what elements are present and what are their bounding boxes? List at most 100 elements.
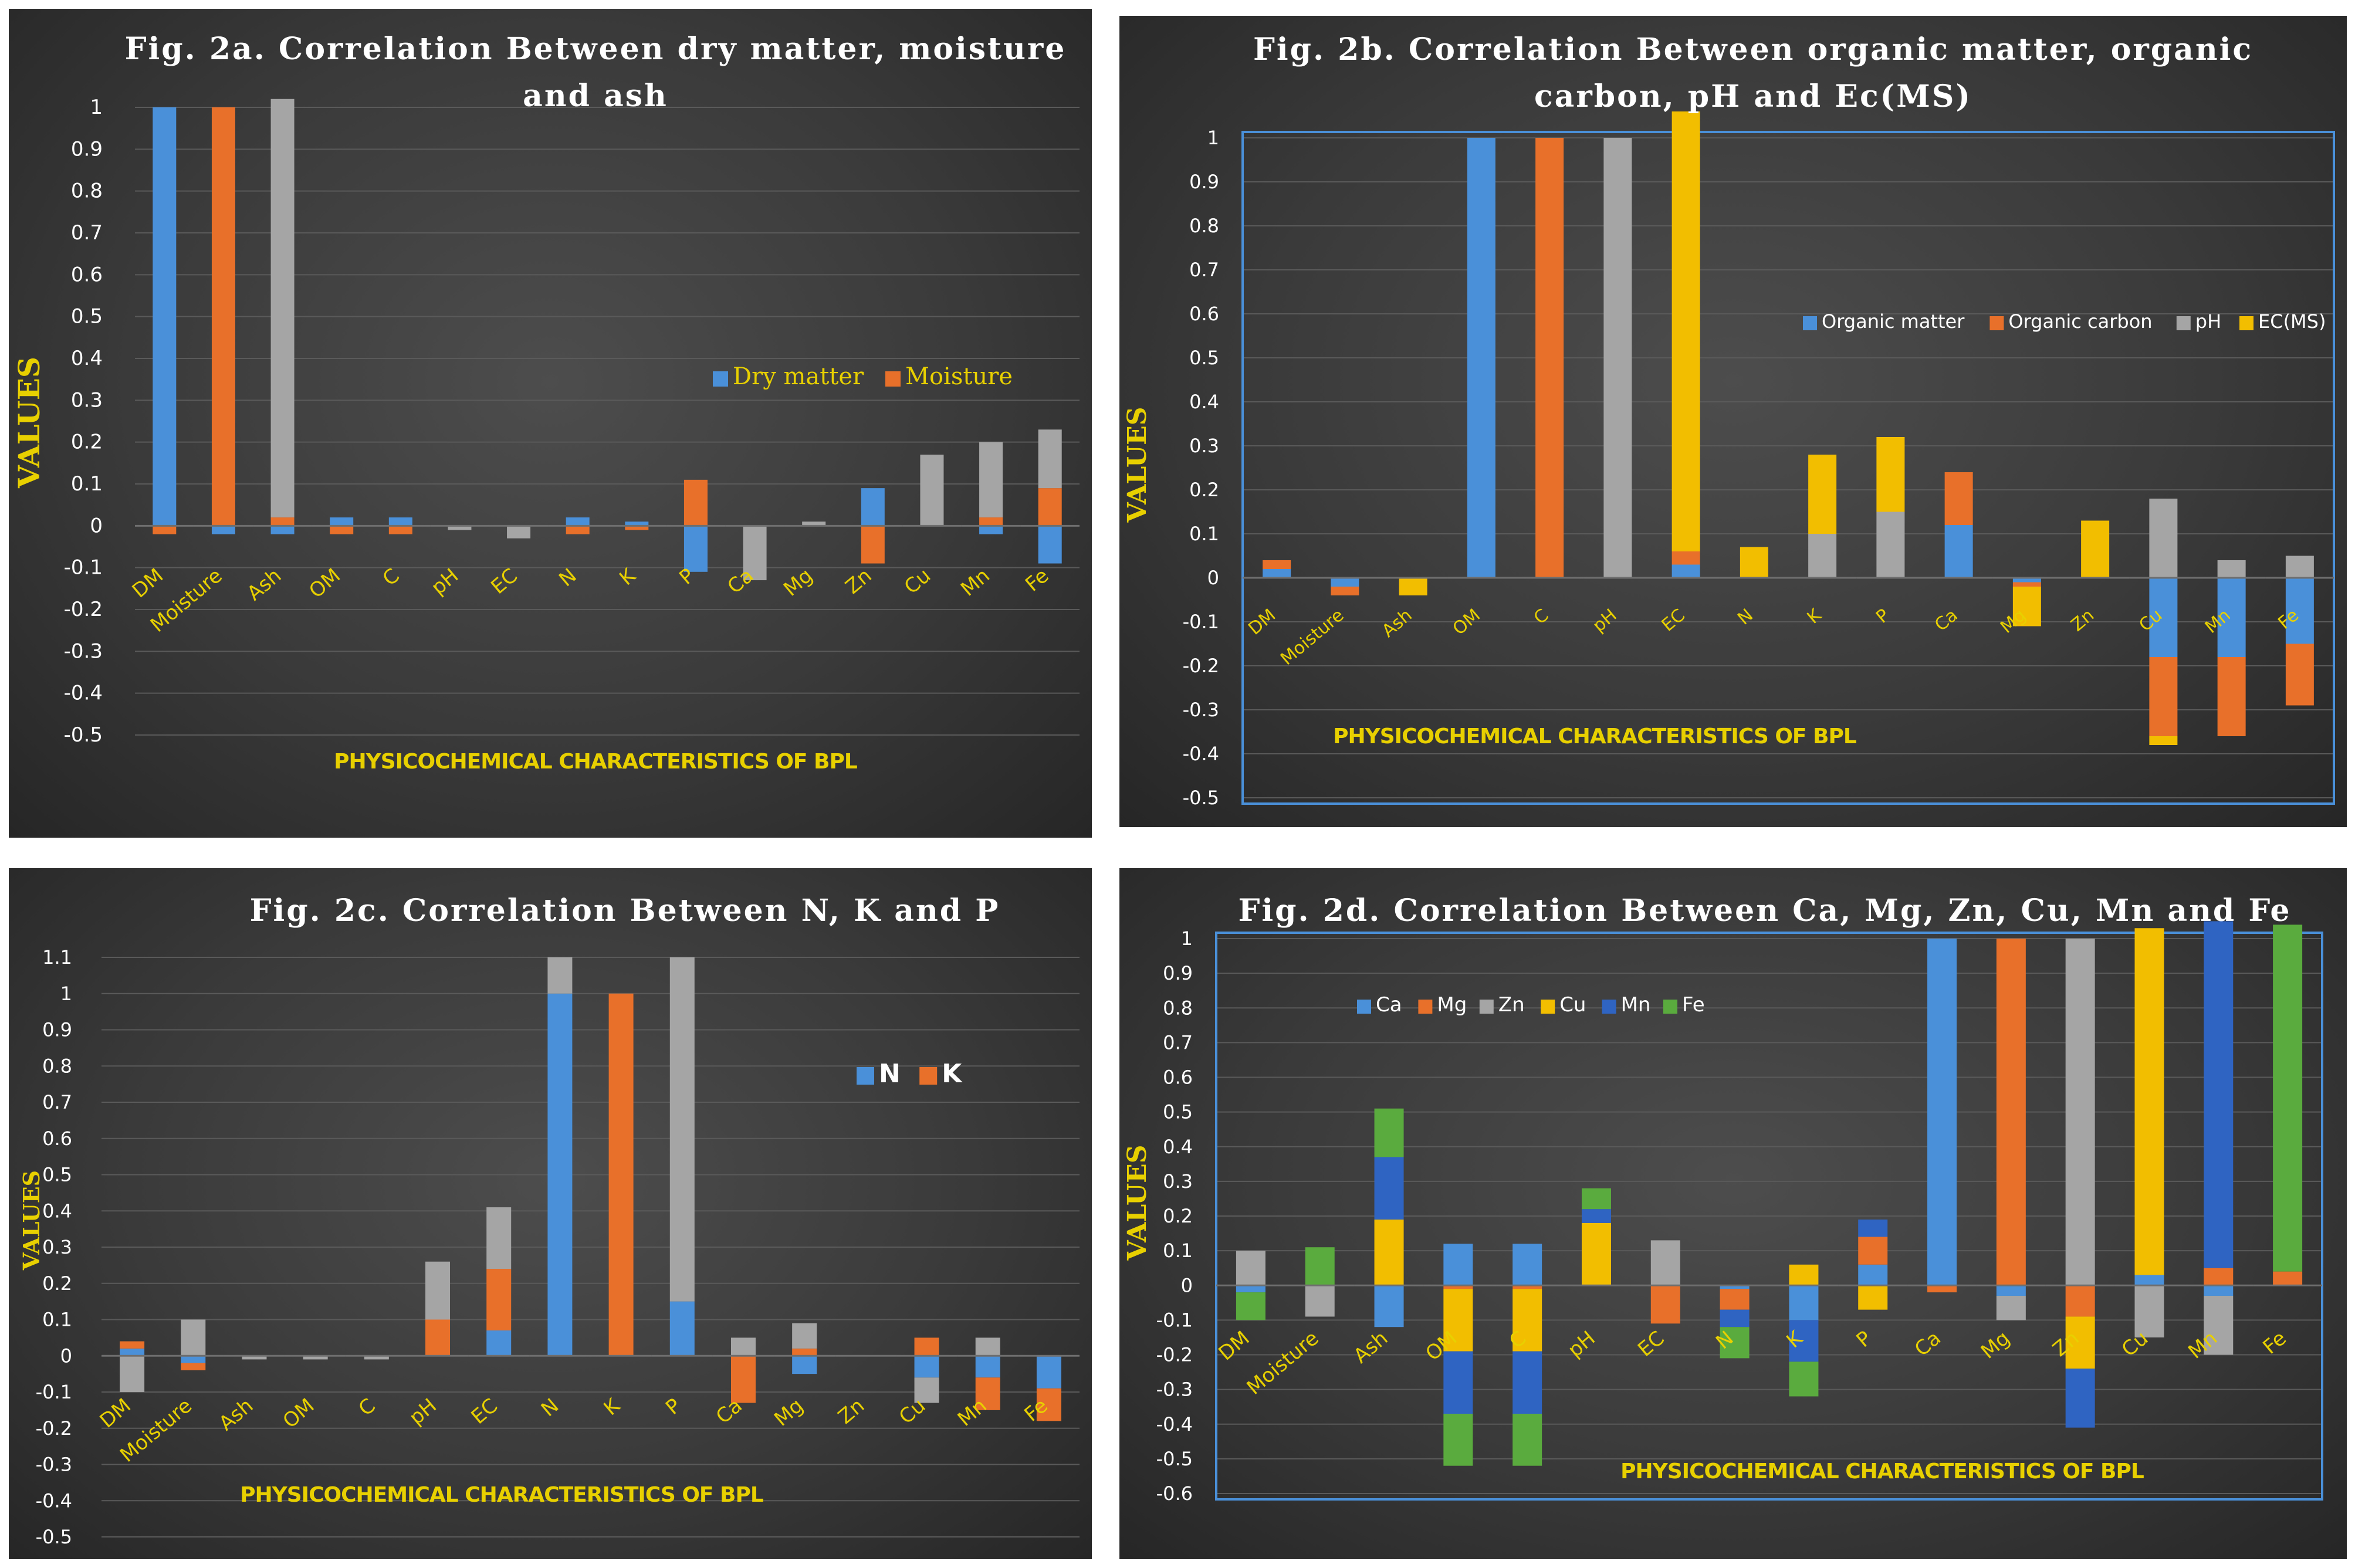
bar-p-mn — [975, 1337, 1000, 1356]
x-category-label: Ash — [1349, 1326, 1393, 1368]
legend-label: Dry matter — [733, 363, 864, 390]
x-category-label: DM — [96, 1394, 136, 1432]
y-tick-label: 0.8 — [71, 180, 103, 203]
chart-panel-2a: 1 0.9 0.8 0.7 0.6 0.5 0.4 0.3 0.2 0.1 0 -0.1 -0.2 -0.… — [9, 9, 1092, 838]
y-tick-label: 0.2 — [71, 431, 103, 454]
y-tick-label: -0.2 — [64, 598, 103, 621]
bar-moisture-fe — [1038, 488, 1062, 526]
bar-organic-carbon-c — [1535, 138, 1564, 578]
chart-panel-2b: 1 0.9 0.8 0.7 0.6 0.5 0.4 0.3 0.2 0.1 0 -0.1 -0.2 -0.… — [1119, 16, 2347, 827]
x-category-label: Mg — [770, 1394, 808, 1431]
y-tick-label: 0.1 — [42, 1309, 72, 1331]
bar-organic-matter-fe — [2285, 578, 2314, 644]
bar-organic-carbon-cu — [2149, 657, 2178, 736]
bar-mn-zn — [2065, 1369, 2095, 1428]
bar-ash-ca — [743, 526, 767, 581]
x-category-label: EC — [486, 564, 522, 599]
bar-cu-ph — [1581, 1222, 1611, 1286]
y-tick-label: -0.3 — [36, 1454, 72, 1476]
legend-label: Zn — [1498, 993, 1525, 1017]
y-tick-label: 0.5 — [71, 305, 103, 328]
chart-panel-2d: 1 0.9 0.8 0.7 0.6 0.5 0.4 0.3 0.2 0.1 0 -0.1 -0.2 -0.… — [1119, 868, 2347, 1559]
bar-cu-cu — [2134, 928, 2164, 1275]
y-tick-label: 1 — [1207, 127, 1219, 149]
bar-k-ph — [425, 1319, 451, 1356]
y-tick-label: -0.5 — [1156, 1448, 1193, 1470]
bar-p-ash — [242, 1356, 267, 1360]
bar-mn-n — [1720, 1309, 1750, 1327]
x-category-label: K — [1804, 604, 1826, 628]
y-tick-label: 0.3 — [1163, 1170, 1193, 1193]
y-tick-label: -0.1 — [64, 556, 103, 580]
bar-dry-matter-om — [330, 517, 354, 526]
bar-mg-mn — [2204, 1268, 2234, 1286]
legend-label: Fe — [1682, 993, 1705, 1017]
bar-dry-matter-zn — [861, 488, 885, 526]
bar-organic-carbon-mn — [2217, 657, 2246, 736]
legend-label: N — [879, 1059, 901, 1089]
x-category-label: C — [354, 1394, 380, 1421]
bar-fe-dm — [1236, 1292, 1266, 1320]
bar-mn-p — [1858, 1219, 1888, 1237]
bar-dry-matter-moisture — [211, 526, 235, 534]
bar-n-cu — [914, 1356, 939, 1378]
y-tick-label: 0.6 — [42, 1127, 72, 1150]
bar-ec-ms--ec — [1671, 111, 1700, 551]
x-category-label: Fe — [2259, 1326, 2291, 1359]
chart-title: Fig. 2a. Correlation Between dry matter,… — [125, 31, 1067, 67]
bar-ash-ash — [270, 99, 295, 518]
legend-swatch — [919, 1067, 938, 1085]
bar-p-ca — [730, 1337, 756, 1356]
y-tick-label: -0.6 — [1156, 1482, 1193, 1505]
bar-mg-c — [1513, 1285, 1542, 1289]
bar-organic-matter-dm — [1263, 569, 1291, 578]
bar-fe-ph — [1581, 1188, 1611, 1210]
x-category-label: Ca — [1910, 1326, 1945, 1361]
bar-moisture-moisture — [211, 107, 235, 526]
bar-moisture-dm — [153, 526, 177, 534]
x-category-label: EC — [1633, 1326, 1669, 1362]
x-axis-title: PHYSICOCHEMICAL CHARACTERISTICS OF BPL — [240, 1483, 763, 1507]
x-category-label: P — [1852, 1326, 1876, 1352]
y-tick-label: 0.1 — [1189, 523, 1219, 545]
y-tick-label: 1 — [1181, 927, 1193, 950]
bar-k-cu — [914, 1337, 939, 1356]
y-tick-label: 0.2 — [42, 1272, 72, 1295]
x-axis-title: PHYSICOCHEMICAL CHARACTERISTICS OF BPL — [1333, 724, 1856, 749]
x-category-label: DM — [1244, 605, 1280, 639]
y-tick-label: 0 — [90, 514, 103, 537]
legend-swatch — [713, 371, 728, 387]
y-tick-label: 0.2 — [1189, 479, 1219, 501]
y-axis-title: VALUES — [1122, 407, 1152, 523]
x-category-label: OM — [1449, 605, 1484, 639]
bar-k-fe — [1036, 1388, 1061, 1421]
bar-cu-om — [1443, 1289, 1473, 1352]
bar-organic-matter-mn — [2217, 578, 2246, 657]
legend-swatch — [1541, 1000, 1555, 1014]
bar-ec-ms--n — [1740, 547, 1768, 578]
chart-svg: 1 0.9 0.8 0.7 0.6 0.5 0.4 0.3 0.2 0.1 0 -0.1 -0.2 -0.… — [1122, 32, 2335, 809]
bar-moisture-zn — [861, 526, 885, 564]
y-tick-label: 0.9 — [1189, 171, 1219, 193]
y-tick-label: -0.4 — [1156, 1413, 1193, 1435]
bar-organic-carbon-moisture — [1331, 587, 1359, 595]
y-tick-label: 0.4 — [42, 1200, 72, 1222]
bar-ash-ec — [507, 526, 531, 539]
bar-zn-cu — [2134, 1285, 2164, 1337]
y-tick-label: -0.3 — [64, 639, 103, 663]
bar-ec-ms--ash — [1399, 578, 1427, 595]
y-tick-label: -0.1 — [36, 1381, 72, 1403]
y-tick-label: 0 — [60, 1345, 72, 1367]
y-tick-label: 0.7 — [1189, 259, 1219, 281]
bar-p-mg — [792, 1323, 817, 1349]
bar-organic-carbon-mg — [2012, 582, 2041, 587]
y-axis-title: VALUES — [18, 1170, 45, 1271]
bar-dry-matter-mn — [979, 526, 1003, 534]
legend-label: K — [942, 1059, 963, 1089]
y-tick-label: -0.4 — [36, 1489, 72, 1512]
x-axis-title: PHYSICOCHEMICAL CHARACTERISTICS OF BPL — [334, 750, 857, 774]
legend-swatch — [1663, 1000, 1677, 1014]
y-tick-label: -0.3 — [1156, 1379, 1193, 1401]
bar-dry-matter-n — [566, 517, 590, 526]
chart-title: Fig. 2b. Correlation Between organic mat… — [1253, 32, 2253, 67]
